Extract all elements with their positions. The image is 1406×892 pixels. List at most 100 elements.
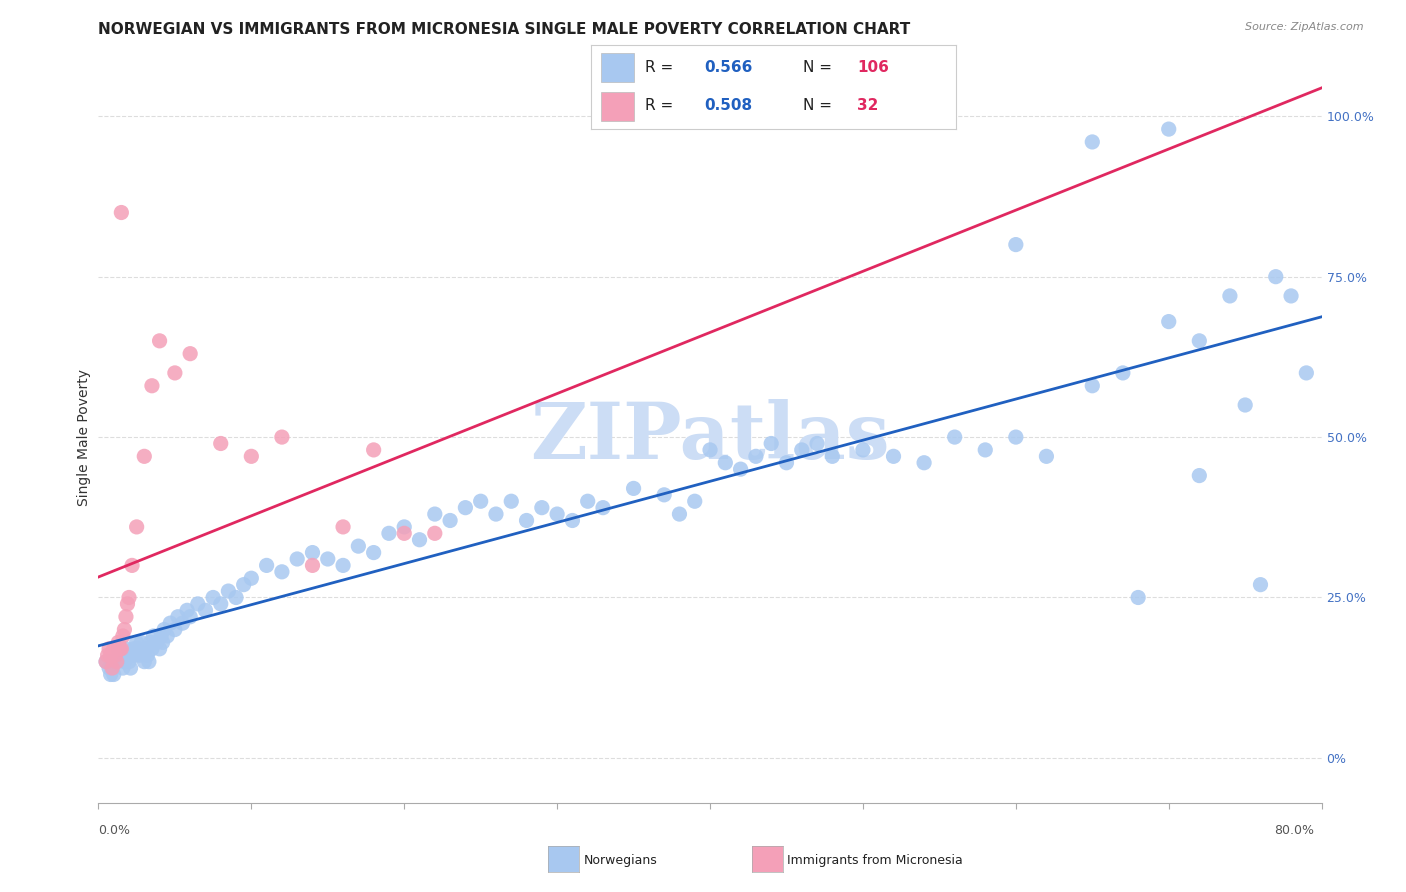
Point xyxy=(576,494,599,508)
Point xyxy=(1004,430,1026,444)
Point xyxy=(883,450,905,464)
Text: N =: N = xyxy=(803,98,837,113)
Point xyxy=(1219,289,1241,303)
Point xyxy=(378,526,401,541)
FancyBboxPatch shape xyxy=(602,92,634,120)
Text: R =: R = xyxy=(645,98,679,113)
Point xyxy=(408,533,430,547)
Point xyxy=(790,442,813,457)
Point xyxy=(852,442,875,457)
Point xyxy=(1279,289,1302,303)
Point xyxy=(125,520,148,534)
Text: R =: R = xyxy=(645,60,679,75)
Point xyxy=(112,623,135,637)
Text: NORWEGIAN VS IMMIGRANTS FROM MICRONESIA SINGLE MALE POVERTY CORRELATION CHART: NORWEGIAN VS IMMIGRANTS FROM MICRONESIA … xyxy=(98,22,911,37)
Point xyxy=(1128,591,1150,605)
Point xyxy=(806,436,828,450)
Text: N =: N = xyxy=(803,60,837,75)
Point xyxy=(117,648,139,663)
Point xyxy=(101,655,124,669)
Point xyxy=(135,641,157,656)
Text: 0.566: 0.566 xyxy=(704,60,752,75)
Point xyxy=(94,655,117,669)
Point xyxy=(714,456,737,470)
Point xyxy=(128,648,150,663)
Point xyxy=(103,641,125,656)
Point xyxy=(115,609,138,624)
Point xyxy=(485,507,508,521)
Point xyxy=(145,635,167,649)
Point xyxy=(202,591,225,605)
Point xyxy=(103,667,125,681)
Point xyxy=(120,661,142,675)
Point xyxy=(121,558,143,573)
Point xyxy=(105,655,128,669)
Point xyxy=(105,655,128,669)
Point xyxy=(1188,334,1211,348)
Point xyxy=(209,597,232,611)
Point xyxy=(1188,468,1211,483)
Point xyxy=(129,635,152,649)
Point xyxy=(316,552,339,566)
Point xyxy=(153,623,176,637)
Point xyxy=(163,623,186,637)
Point xyxy=(912,456,935,470)
Text: Immigrants from Micronesia: Immigrants from Micronesia xyxy=(787,855,963,867)
Point xyxy=(974,442,997,457)
Point xyxy=(439,514,461,528)
Point xyxy=(240,450,263,464)
Text: 106: 106 xyxy=(858,60,889,75)
Point xyxy=(112,655,135,669)
Point xyxy=(167,609,190,624)
Text: Norwegians: Norwegians xyxy=(583,855,657,867)
Point xyxy=(115,641,138,656)
Point xyxy=(139,635,162,649)
Point xyxy=(363,442,385,457)
Point xyxy=(423,526,446,541)
Point xyxy=(111,629,134,643)
Point xyxy=(187,597,209,611)
Point xyxy=(423,507,446,521)
Point xyxy=(392,520,416,534)
Point xyxy=(332,558,354,573)
Point xyxy=(232,577,254,591)
Point xyxy=(332,520,354,534)
Point xyxy=(150,629,173,643)
Point xyxy=(209,436,232,450)
Point xyxy=(240,571,263,585)
Point xyxy=(668,507,690,521)
Point xyxy=(172,616,194,631)
Point xyxy=(97,648,120,663)
Point xyxy=(136,648,159,663)
Point xyxy=(194,603,217,617)
Point xyxy=(1157,315,1180,329)
Point xyxy=(141,641,163,656)
Point xyxy=(141,378,163,392)
Point xyxy=(470,494,492,508)
Point xyxy=(107,641,129,656)
Point xyxy=(110,641,132,656)
Point xyxy=(1081,135,1104,149)
Point xyxy=(546,507,568,521)
Point xyxy=(118,655,141,669)
Point xyxy=(125,635,148,649)
Point xyxy=(1112,366,1135,380)
Point xyxy=(1234,398,1257,412)
Point xyxy=(138,655,160,669)
Point xyxy=(107,635,129,649)
Point xyxy=(1004,237,1026,252)
Point xyxy=(270,430,292,444)
Point xyxy=(217,584,239,599)
Point xyxy=(759,436,782,450)
Text: 32: 32 xyxy=(858,98,879,113)
Point xyxy=(163,366,186,380)
Point xyxy=(104,648,127,663)
Point xyxy=(149,641,172,656)
Point xyxy=(100,648,122,663)
Point xyxy=(1249,577,1271,591)
Point xyxy=(821,450,844,464)
Point xyxy=(134,655,156,669)
Point xyxy=(110,648,132,663)
FancyBboxPatch shape xyxy=(602,54,634,82)
Text: 80.0%: 80.0% xyxy=(1275,824,1315,837)
